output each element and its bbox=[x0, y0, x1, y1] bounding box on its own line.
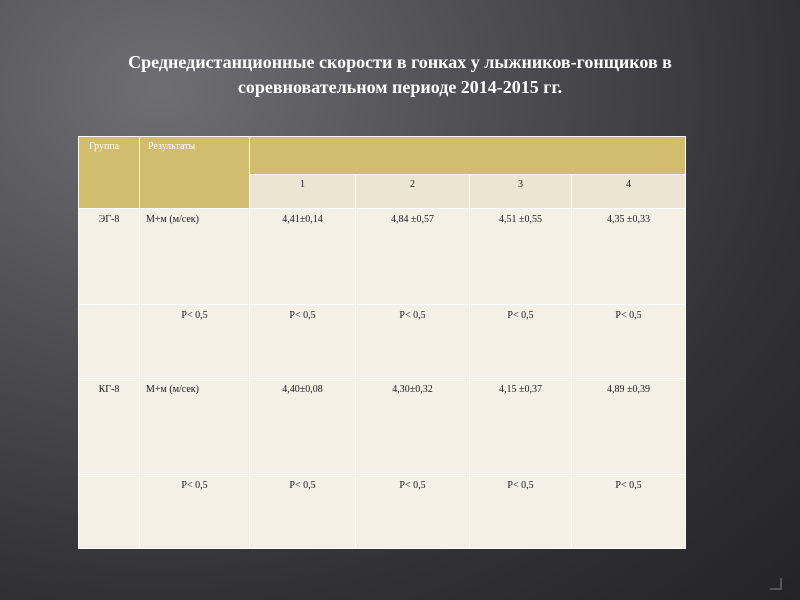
table-header-row: Группа Результаты bbox=[78, 136, 686, 209]
column-header-4: 4 bbox=[571, 174, 686, 209]
header-group: Группа bbox=[78, 136, 140, 209]
header-group-label: Группа bbox=[89, 141, 120, 152]
table-row: КГ-8 М+м (м/сек) 4,40±0,08 4,30±0,32 4,1… bbox=[78, 378, 686, 475]
value-cell: P< 0,5 bbox=[571, 474, 686, 549]
results-table: Группа Результаты 1 2 3 4 ЭГ-8 М+м (м/се… bbox=[78, 136, 686, 549]
row-group-cell bbox=[78, 304, 140, 379]
row-label-cell: P< 0,5 bbox=[139, 474, 250, 549]
value-cell: 4,41±0,14 bbox=[249, 208, 356, 305]
value-cell: 4,15 ±0,37 bbox=[469, 378, 572, 475]
table-row: ЭГ-8 М+м (м/сек) 4,41±0,14 4,84 ±0,57 4,… bbox=[78, 208, 686, 305]
corner-decoration bbox=[770, 578, 782, 590]
header-results-label: Результаты bbox=[148, 141, 196, 152]
value-cell: 4,89 ±0,39 bbox=[571, 378, 686, 475]
value-cell: 4,51 ±0,55 bbox=[469, 208, 572, 305]
header-span bbox=[249, 136, 686, 175]
value-cell: 4,30±0,32 bbox=[355, 378, 470, 475]
table-subheader-row: 1 2 3 4 bbox=[79, 174, 686, 209]
column-header-3: 3 bbox=[469, 174, 572, 209]
row-label-cell: P< 0,5 bbox=[139, 304, 250, 379]
value-cell: 4,84 ±0,57 bbox=[355, 208, 470, 305]
table-row: P< 0,5 P< 0,5 P< 0,5 P< 0,5 P< 0,5 bbox=[78, 474, 686, 549]
value-cell: P< 0,5 bbox=[571, 304, 686, 379]
value-cell: P< 0,5 bbox=[249, 304, 356, 379]
table-row: P< 0,5 P< 0,5 P< 0,5 P< 0,5 P< 0,5 bbox=[78, 304, 686, 379]
row-label-cell: М+м (м/сек) bbox=[139, 378, 250, 475]
row-group-cell: ЭГ-8 bbox=[78, 208, 140, 305]
value-cell: 4,35 ±0,33 bbox=[571, 208, 686, 305]
column-header-2: 2 bbox=[355, 174, 470, 209]
value-cell: P< 0,5 bbox=[249, 474, 356, 549]
slide-title-line-1: Среднедистанционные скорости в гонках у … bbox=[128, 52, 672, 72]
column-header-1: 1 bbox=[249, 174, 356, 209]
header-results: Результаты bbox=[139, 136, 250, 209]
row-group-cell bbox=[78, 474, 140, 549]
value-cell: 4,40±0,08 bbox=[249, 378, 356, 475]
value-cell: P< 0,5 bbox=[355, 474, 470, 549]
slide-title-line-2: соревновательном периоде 2014-2015 гг. bbox=[237, 77, 563, 97]
value-cell: P< 0,5 bbox=[469, 304, 572, 379]
value-cell: P< 0,5 bbox=[469, 474, 572, 549]
row-group-cell: КГ-8 bbox=[78, 378, 140, 475]
slide-title: Среднедистанционные скорости в гонках у … bbox=[40, 50, 760, 100]
value-cell: P< 0,5 bbox=[355, 304, 470, 379]
row-label-cell: М+м (м/сек) bbox=[139, 208, 250, 305]
